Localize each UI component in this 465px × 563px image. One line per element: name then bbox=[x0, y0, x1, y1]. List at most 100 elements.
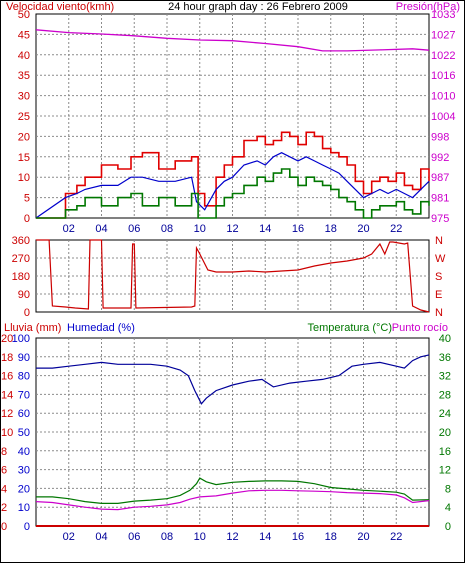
time-tick-label: 22 bbox=[390, 531, 402, 543]
time-tick-label: 18 bbox=[325, 223, 337, 235]
time-tick-label: 12 bbox=[226, 531, 238, 543]
pressure-tick-label: 1004 bbox=[431, 111, 455, 123]
pressure-tick-label: 1010 bbox=[431, 91, 455, 103]
humidity-tick-label: 80 bbox=[18, 371, 30, 383]
rain-tick-label: 12 bbox=[1, 408, 13, 420]
direction-degree-tick-label: 0 bbox=[24, 307, 30, 319]
rain-tick-label: 8 bbox=[1, 446, 7, 458]
wind-speed-tick-label: 10 bbox=[18, 172, 30, 184]
pressure-series-line bbox=[35, 29, 430, 52]
temperature-tick-label: 28 bbox=[439, 389, 451, 401]
wind-min-series-line bbox=[36, 168, 430, 219]
humidity-tick-label: 60 bbox=[18, 408, 30, 420]
time-tick-label: 04 bbox=[95, 531, 107, 543]
wind-speed-tick-label: 0 bbox=[24, 213, 30, 225]
humidity-tick-label: 10 bbox=[18, 502, 30, 514]
compass-tick-label: E bbox=[435, 289, 442, 301]
temperature-tick-label: 8 bbox=[445, 483, 451, 495]
humidity-tick-label: 30 bbox=[18, 465, 30, 477]
time-tick-label: 04 bbox=[95, 223, 107, 235]
time-tick-label: 12 bbox=[226, 223, 238, 235]
temperature-tick-label: 12 bbox=[439, 465, 451, 477]
temperature-series-line bbox=[36, 477, 430, 504]
wind-direction-series-line bbox=[36, 239, 430, 313]
humidity-tick-label: 70 bbox=[18, 389, 30, 401]
time-tick-label: 02 bbox=[63, 531, 75, 543]
pressure-tick-label: 1027 bbox=[431, 29, 455, 41]
time-tick-label: 20 bbox=[357, 531, 369, 543]
time-tick-label: 08 bbox=[161, 531, 173, 543]
humidity-tick-label: 90 bbox=[18, 352, 30, 364]
wind-speed-tick-label: 35 bbox=[18, 70, 30, 82]
wind-gust-series-line bbox=[36, 131, 430, 219]
humidity-tick-label: 50 bbox=[18, 427, 30, 439]
pressure-tick-label: 987 bbox=[431, 172, 449, 184]
humidity-tick-label: 20 bbox=[18, 483, 30, 495]
rain-tick-label: 14 bbox=[1, 389, 13, 401]
direction-degree-tick-label: 360 bbox=[12, 235, 30, 247]
rain-tick-label: 4 bbox=[1, 483, 7, 495]
rain-tick-label: 2 bbox=[1, 502, 7, 514]
direction-degree-tick-label: 270 bbox=[12, 253, 30, 265]
wind-avg-series-line bbox=[35, 152, 430, 219]
rain-tick-label: 18 bbox=[1, 352, 13, 364]
dewpoint-axis-title: Punto rocío bbox=[392, 322, 448, 334]
compass-tick-label: W bbox=[435, 253, 446, 265]
dewpoint-series-line bbox=[35, 489, 430, 511]
compass-tick-label: N bbox=[435, 307, 443, 319]
time-tick-label: 16 bbox=[292, 531, 304, 543]
time-tick-label: 22 bbox=[390, 223, 402, 235]
direction-degree-tick-label: 180 bbox=[12, 271, 30, 283]
temperature-tick-label: 4 bbox=[445, 502, 451, 514]
time-tick-label: 06 bbox=[128, 223, 140, 235]
chart-title: 24 hour graph day : 26 Febrero 2009 bbox=[168, 1, 348, 13]
temperature-tick-label: 24 bbox=[439, 408, 451, 420]
wind-speed-tick-label: 50 bbox=[18, 9, 30, 21]
wind-speed-tick-label: 5 bbox=[24, 193, 30, 205]
wind-speed-tick-label: 15 bbox=[18, 152, 30, 164]
pressure-tick-label: 981 bbox=[431, 193, 449, 205]
direction-degree-tick-label: 90 bbox=[18, 289, 30, 301]
rain-tick-label: 16 bbox=[1, 371, 13, 383]
temp-humidity-grid bbox=[36, 338, 429, 526]
time-tick-label: 10 bbox=[194, 223, 206, 235]
rain-tick-label: 6 bbox=[1, 465, 7, 477]
wind-speed-tick-label: 25 bbox=[18, 111, 30, 123]
time-tick-label: 10 bbox=[194, 531, 206, 543]
wind-speed-tick-label: 30 bbox=[18, 91, 30, 103]
pressure-axis-title: Presión(hPa) bbox=[396, 1, 460, 13]
temperature-tick-label: 16 bbox=[439, 446, 451, 458]
time-tick-label: 18 bbox=[325, 531, 337, 543]
rain-axis-title: Lluvia (mm) bbox=[4, 322, 61, 334]
pressure-tick-label: 975 bbox=[431, 213, 449, 225]
time-tick-label: 14 bbox=[259, 531, 271, 543]
time-tick-label: 20 bbox=[357, 223, 369, 235]
pressure-tick-label: 998 bbox=[431, 131, 449, 143]
wind-speed-tick-label: 45 bbox=[18, 29, 30, 41]
wind-speed-tick-label: 40 bbox=[18, 50, 30, 62]
temperature-tick-label: 20 bbox=[439, 427, 451, 439]
rain-tick-label: 0 bbox=[1, 521, 7, 533]
time-tick-label: 08 bbox=[161, 223, 173, 235]
pressure-tick-label: 1016 bbox=[431, 70, 455, 82]
wind-speed-tick-label: 20 bbox=[18, 131, 30, 143]
temperature-tick-label: 40 bbox=[439, 333, 451, 345]
time-tick-label: 02 bbox=[63, 223, 75, 235]
pressure-tick-label: 1022 bbox=[431, 50, 455, 62]
compass-tick-label: N bbox=[435, 235, 443, 247]
rain-tick-label: 10 bbox=[1, 427, 13, 439]
pressure-tick-label: 1033 bbox=[431, 9, 455, 21]
temperature-tick-label: 0 bbox=[445, 521, 451, 533]
temperature-tick-label: 32 bbox=[439, 371, 451, 383]
time-tick-label: 14 bbox=[259, 223, 271, 235]
time-tick-label: 06 bbox=[128, 531, 140, 543]
humidity-tick-label: 100 bbox=[12, 333, 30, 345]
humidity-tick-label: 0 bbox=[24, 521, 30, 533]
rain-tick-label: 20 bbox=[1, 333, 13, 345]
temperature-tick-label: 36 bbox=[439, 352, 451, 364]
humidity-tick-label: 40 bbox=[18, 446, 30, 458]
compass-tick-label: S bbox=[435, 271, 442, 283]
time-tick-label: 16 bbox=[292, 223, 304, 235]
humidity-series-line bbox=[36, 354, 430, 405]
